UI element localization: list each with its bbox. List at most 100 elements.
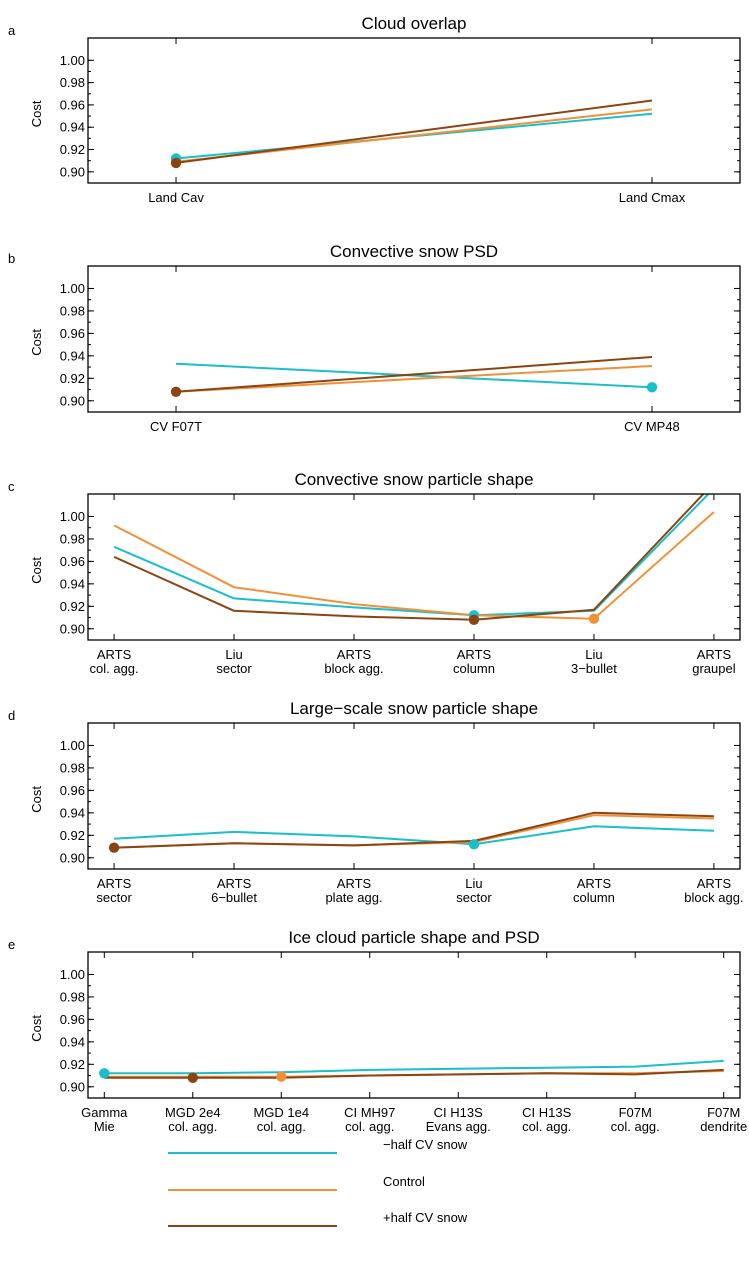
- series-line: [175, 362, 653, 389]
- series-marker: [170, 157, 182, 169]
- series-marker: [646, 382, 658, 393]
- series-line: [104, 1059, 724, 1075]
- y-tick-label: 0.90: [60, 1079, 85, 1094]
- x-tick-label: F07M: [619, 1105, 652, 1120]
- x-tick-label: ARTS: [697, 647, 732, 662]
- series-line: [175, 99, 653, 164]
- x-tick-label: Liu: [225, 647, 242, 662]
- x-tick-label: plate agg.: [325, 890, 382, 905]
- series-line: [114, 811, 714, 849]
- series-group: [175, 99, 653, 164]
- x-tick-label: ARTS: [337, 647, 372, 662]
- panel-letter: a: [8, 23, 16, 38]
- series-marker: [468, 614, 480, 625]
- y-tick-label: 0.98: [60, 760, 85, 775]
- x-tick-label: CI H13S: [434, 1105, 483, 1120]
- legend-label: Control: [383, 1174, 425, 1189]
- x-tick-label: dendrite: [700, 1119, 747, 1134]
- x-tick-label: sector: [216, 661, 252, 676]
- x-tick-label: Liu: [585, 647, 602, 662]
- x-tick-label: sector: [456, 890, 492, 905]
- y-axis-label: Cost: [29, 329, 44, 356]
- x-tick-label: Evans agg.: [426, 1119, 491, 1134]
- x-tick-label: ARTS: [577, 876, 612, 891]
- panel-letter: d: [8, 708, 15, 723]
- y-tick-label: 0.98: [60, 75, 85, 90]
- series-marker: [108, 842, 120, 853]
- x-tick-label: col. agg.: [90, 661, 139, 676]
- panel-letter: e: [8, 937, 15, 952]
- panel-letter: b: [8, 251, 15, 266]
- series-line: [113, 494, 710, 617]
- x-tick-label: CI MH97: [344, 1105, 395, 1120]
- x-tick-label: ARTS: [337, 876, 372, 891]
- series-group: [114, 811, 714, 849]
- series-marker: [468, 839, 480, 850]
- y-tick-label: 0.94: [60, 1034, 85, 1049]
- y-tick-label: 0.96: [60, 554, 85, 569]
- panel-b: Convective snow PSD b Cost 0.90 0.92 0.94 0.96…: [8, 242, 741, 434]
- y-tick-label: 0.96: [60, 1012, 85, 1027]
- chart-title: Convective snow PSD: [330, 242, 498, 261]
- chart-title: Cloud overlap: [362, 14, 467, 33]
- x-tick-label: block agg.: [324, 661, 383, 676]
- y-tick-label: 0.96: [60, 326, 85, 341]
- x-tick-label: col. agg.: [611, 1119, 660, 1134]
- y-tick-label: 1.00: [60, 967, 85, 982]
- x-tick-label: Mie: [94, 1119, 115, 1134]
- y-tick-label: 0.94: [60, 348, 85, 363]
- series-line: [175, 365, 653, 393]
- x-tick-label: sector: [96, 890, 132, 905]
- y-tick-label: 0.98: [60, 531, 85, 546]
- series-group: [175, 356, 653, 393]
- x-tick-label: col. agg.: [168, 1119, 217, 1134]
- chart-title: Convective snow particle shape: [294, 470, 533, 489]
- x-tick-label: col. agg.: [257, 1119, 306, 1134]
- panel-c: Convective snow particle shape c Cost 0.90 0…: [8, 470, 741, 676]
- x-tick-label: Liu: [465, 876, 482, 891]
- y-axis-label: Cost: [29, 786, 44, 813]
- x-tick-label: col. agg.: [345, 1119, 394, 1134]
- plot-frame: [87, 493, 741, 641]
- plot-frame: [87, 951, 741, 1099]
- plot-frame: [87, 265, 741, 413]
- y-tick-label: 0.94: [60, 576, 85, 591]
- x-tick-label: Gamma: [81, 1105, 128, 1120]
- x-tick-label: ARTS: [217, 876, 252, 891]
- y-tick-label: 0.98: [60, 989, 85, 1004]
- x-tick-label: ARTS: [97, 647, 132, 662]
- x-tick-label: block agg.: [684, 890, 743, 905]
- series-marker: [99, 1068, 110, 1079]
- y-tick-label: 0.90: [60, 393, 85, 408]
- x-tick-label: column: [573, 890, 615, 905]
- y-tick-label: 1.00: [60, 281, 85, 296]
- x-tick-label: F07M: [707, 1105, 740, 1120]
- y-tick-label: 1.00: [60, 509, 85, 524]
- x-tick-label: col. agg.: [522, 1119, 571, 1134]
- x-tick-label: Land Cav: [148, 190, 204, 205]
- series-line: [175, 356, 653, 393]
- y-axis-label: Cost: [29, 1015, 44, 1042]
- plot-frame: [87, 37, 741, 184]
- x-tick-label: CV F07T: [150, 419, 202, 434]
- chart-title: Large−scale snow particle shape: [290, 699, 538, 718]
- series-group: [104, 1059, 724, 1079]
- series-line: [114, 825, 714, 846]
- series-line: [113, 494, 705, 621]
- chart-title: Ice cloud particle shape and PSD: [288, 928, 539, 947]
- plot-frame: [87, 722, 741, 870]
- y-axis-label: Cost: [29, 557, 44, 584]
- legend-label: −half CV snow: [383, 1137, 468, 1152]
- series-marker: [588, 613, 600, 624]
- legend: −half CV snow Control +half CV snow: [168, 1137, 468, 1227]
- series-marker: [187, 1072, 198, 1083]
- y-tick-label: 0.90: [60, 850, 85, 865]
- series-line: [113, 511, 715, 620]
- panel-e: Ice cloud particle shape and PSD e Cost 0.9…: [8, 928, 747, 1134]
- y-tick-label: 0.92: [60, 599, 85, 614]
- x-tick-label: 6−bullet: [211, 890, 257, 905]
- panel-a: Cloud overlap a Cost 0.90 0.92 0.94 0.96 0.98 1.…: [8, 14, 741, 205]
- y-tick-label: 0.94: [60, 120, 85, 135]
- x-tick-label: MGD 2e4: [165, 1105, 221, 1120]
